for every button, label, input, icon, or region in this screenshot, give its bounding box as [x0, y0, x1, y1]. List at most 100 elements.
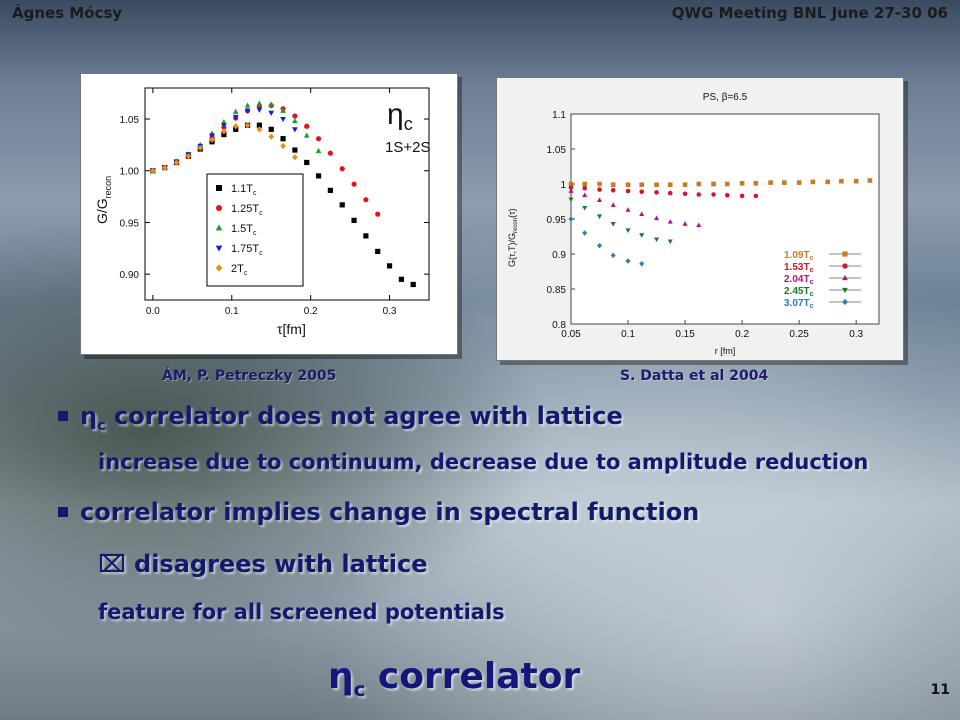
right-data-point	[582, 230, 588, 236]
left-data-point	[244, 122, 251, 129]
right-legend-label: 3.07Tc	[784, 298, 814, 310]
right-data-point	[782, 180, 787, 185]
right-data-point	[696, 181, 702, 187]
right-data-point	[739, 193, 745, 199]
right-legend-marker	[842, 263, 848, 269]
right-data-point	[568, 185, 574, 190]
right-y-tick-label: 0.9	[552, 250, 566, 261]
left-x-tick-label: 0.0	[146, 306, 160, 317]
left-data-point	[292, 147, 298, 153]
slide-title-eta: η	[328, 656, 354, 697]
left-data-point	[221, 119, 227, 125]
left-data-point	[244, 108, 251, 114]
author-header: Ágnes Mócsy	[12, 4, 123, 22]
right-data-point	[654, 215, 660, 221]
right-data-point	[825, 179, 830, 185]
right-data-point	[682, 191, 688, 197]
right-y-tick-label: 0.95	[547, 215, 567, 226]
left-data-point	[292, 113, 298, 119]
left-legend-label: 1.1Tc	[231, 183, 257, 197]
left-x-tick-label: 0.1	[225, 306, 239, 317]
right-data-point	[711, 181, 716, 187]
left-data-point	[351, 181, 357, 187]
eta-symbol: η	[80, 402, 98, 430]
left-data-point	[280, 142, 286, 150]
right-y-tick-label: 1.1	[552, 110, 566, 121]
right-data-point	[582, 185, 587, 191]
right-data-point	[654, 237, 660, 243]
left-data-point	[185, 153, 192, 160]
right-data-point	[625, 207, 631, 212]
left-data-point	[327, 150, 333, 156]
left-data-point	[363, 197, 369, 203]
left-data-point	[398, 276, 404, 282]
right-data-point	[753, 181, 759, 186]
left-data-point	[221, 123, 227, 129]
right-legend-label: 1.09Tc	[784, 250, 814, 262]
left-x-tick-label: 0.2	[304, 306, 318, 317]
bullet-2-subline-2: feature for all screened potentials	[98, 600, 505, 624]
right-data-point	[739, 181, 745, 186]
left-data-point	[173, 159, 180, 166]
right-legend-label: 2.04Tc	[784, 274, 814, 286]
left-chart-panel: 0.0 0.1 0.2 0.3 0.90 0.95 1.00 1.05 τ[fm] G/Greco…	[80, 73, 458, 355]
left-data-point	[197, 144, 204, 152]
right-chart: PS, β=6.5 0.05 0.1 0.15 0.2 0.25 0.3 0.8 0.85 0.9…	[497, 78, 903, 360]
right-y-tick-label: 1	[560, 180, 566, 191]
left-data-point	[244, 102, 251, 108]
left-data-point	[268, 126, 274, 132]
left-data-point	[256, 100, 263, 106]
left-data-point	[351, 217, 357, 223]
left-legend-label: 1.25Tc	[231, 203, 263, 217]
right-data-point	[696, 192, 702, 197]
right-x-tick-label: 0.15	[675, 329, 695, 340]
left-annotation-1s2s: 1S+2S	[385, 139, 430, 156]
right-data-point	[768, 180, 773, 185]
right-x-tick-label: 0.3	[849, 329, 863, 340]
right-data-point	[682, 182, 688, 187]
right-legend-marker	[842, 274, 848, 281]
left-legend-label: 1.75Tc	[231, 243, 263, 257]
right-data-point	[597, 187, 602, 192]
left-y-tick-label: 0.95	[120, 218, 140, 229]
left-data-point	[315, 147, 322, 154]
right-data-point	[568, 197, 574, 203]
right-data-point	[625, 228, 631, 233]
right-data-point	[625, 188, 631, 194]
right-data-point	[667, 190, 673, 196]
left-data-point	[280, 116, 286, 123]
right-data-point	[610, 188, 616, 193]
left-data-point	[221, 128, 227, 135]
left-data-point	[232, 114, 239, 121]
right-data-point	[753, 193, 759, 199]
left-data-point	[292, 117, 298, 124]
right-data-point	[639, 233, 645, 238]
right-legend-label: 1.53Tc	[784, 262, 814, 274]
bullet-square	[58, 411, 68, 421]
bullet-2: correlator implies change in spectral fu…	[58, 498, 699, 526]
right-data-point	[568, 216, 574, 222]
slide-title: ηc correlator	[328, 656, 580, 701]
left-legend-marker	[215, 224, 223, 231]
left-legend-marker	[215, 245, 223, 252]
right-y-axis-label: G(τ,T)/Grecon(τ)	[507, 208, 519, 267]
page-number: 11	[930, 682, 950, 698]
right-data-point	[639, 261, 645, 267]
right-data-point	[596, 214, 603, 219]
right-data-point	[796, 180, 802, 185]
left-legend-label: 1.5Tc	[231, 223, 257, 237]
left-chart-caption: ÁM, P. Petreczky 2005	[162, 368, 337, 384]
left-data-point	[339, 166, 345, 172]
left-data-point	[280, 107, 286, 113]
left-data-point	[256, 122, 262, 128]
left-data-point	[268, 133, 275, 140]
left-data-point	[268, 101, 275, 107]
left-data-point	[304, 123, 310, 129]
right-data-point	[625, 258, 631, 264]
left-data-point	[386, 263, 393, 269]
right-data-point	[724, 181, 730, 187]
right-legend-label: 2.45Tc	[784, 286, 814, 298]
bullet-1-subline: increase due to continuum, decrease due …	[98, 450, 869, 474]
right-data-point	[667, 239, 673, 245]
right-chart-title: PS, β=6.5	[703, 92, 748, 103]
